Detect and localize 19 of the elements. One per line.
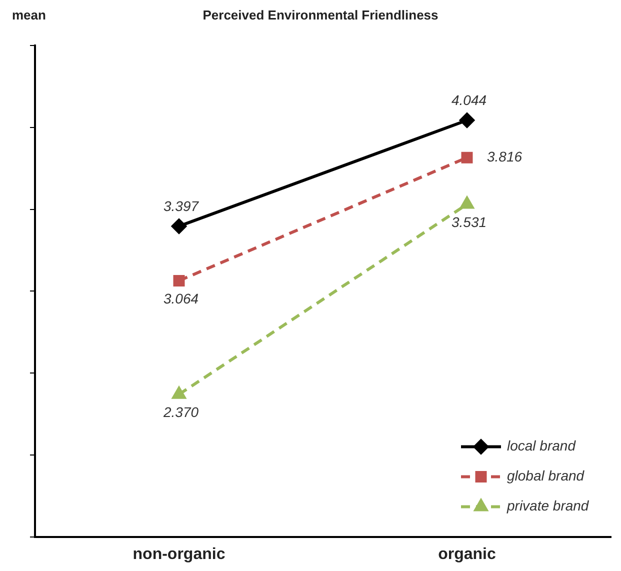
point — [461, 152, 473, 164]
point — [460, 112, 474, 128]
y-axis-title: mean — [12, 8, 46, 23]
x-tick-label: organic — [438, 546, 496, 563]
point — [173, 274, 185, 286]
legend-label: global brand — [507, 468, 586, 484]
point — [460, 196, 474, 209]
data-label: 3.397 — [163, 198, 200, 214]
legend-label: local brand — [507, 438, 577, 454]
data-label: 4.044 — [451, 92, 487, 108]
data-label: 3.531 — [451, 214, 487, 230]
point — [172, 386, 186, 399]
chart-title: Perceived Environmental Friendliness — [202, 7, 438, 22]
point — [172, 218, 186, 234]
legend-label: private brand — [506, 498, 590, 514]
data-label: 3.816 — [487, 148, 522, 164]
data-label: 2.370 — [162, 404, 199, 420]
x-tick-label: non-organic — [132, 546, 226, 563]
data-label: 3.064 — [163, 290, 199, 307]
